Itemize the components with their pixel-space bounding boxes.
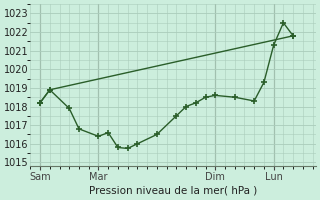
X-axis label: Pression niveau de la mer( hPa ): Pression niveau de la mer( hPa ) bbox=[89, 186, 257, 196]
